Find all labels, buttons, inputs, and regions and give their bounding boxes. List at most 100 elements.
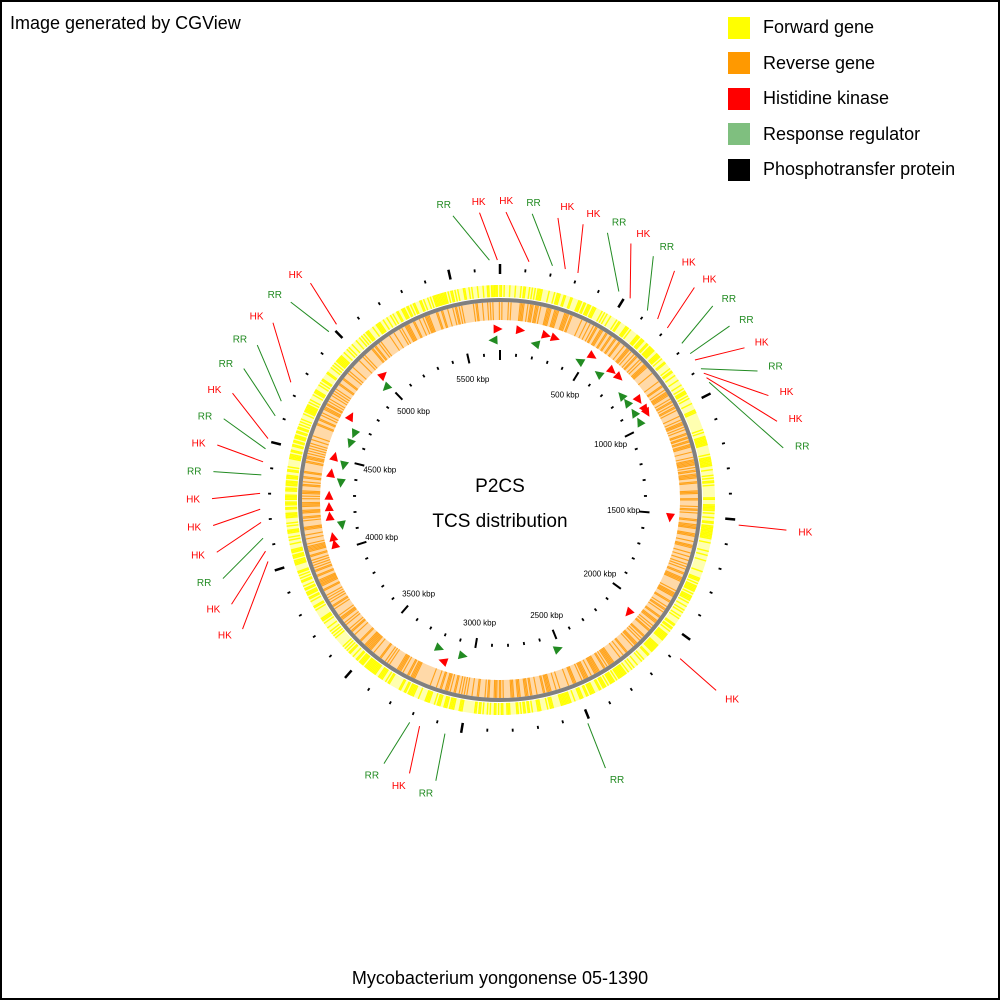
scale-tick — [624, 431, 635, 438]
reverse-gene-mark — [620, 632, 634, 647]
reverse-gene-mark — [521, 303, 525, 322]
legend-swatch — [728, 123, 750, 146]
outer-tick — [377, 301, 381, 306]
reverse-gene-mark — [630, 364, 645, 378]
callout-line — [212, 508, 261, 527]
reverse-gene-mark — [622, 631, 636, 646]
forward-gene-mark — [313, 601, 325, 609]
reverse-gene-mark — [549, 309, 556, 328]
forward-gene-mark — [375, 324, 384, 335]
forward-gene-mark — [384, 671, 393, 683]
reverse-gene-mark — [370, 636, 383, 651]
reverse-gene-mark — [316, 567, 334, 576]
forward-gene-mark — [672, 605, 684, 614]
forward-gene-mark — [365, 331, 374, 342]
outer-tick — [320, 351, 324, 356]
forward-gene-mark — [685, 411, 697, 418]
reverse-gene-mark — [679, 491, 698, 494]
forward-gene-mark — [644, 641, 654, 652]
reverse-gene-mark — [461, 676, 466, 695]
forward-gene-mark — [459, 699, 464, 712]
forward-gene-mark — [661, 621, 673, 630]
reverse-gene-mark — [658, 585, 675, 595]
reverse-gene-mark — [658, 584, 676, 594]
forward-gene-mark — [289, 456, 302, 461]
reverse-gene-mark — [425, 315, 434, 334]
forward-gene-mark — [514, 285, 517, 298]
forward-gene-mark — [336, 359, 347, 369]
forward-gene-mark — [645, 640, 655, 651]
reverse-gene-mark — [303, 477, 322, 481]
forward-gene-mark — [359, 653, 369, 664]
outer-tick — [725, 517, 736, 521]
reverse-gene-mark — [550, 309, 557, 328]
reverse-gene-mark — [312, 556, 330, 564]
reverse-gene-mark — [529, 304, 534, 323]
forward-gene-mark — [538, 699, 542, 712]
reverse-gene-mark — [369, 635, 383, 650]
forward-gene-mark — [548, 696, 553, 709]
callout-line — [703, 372, 769, 397]
reverse-gene-mark — [614, 638, 627, 653]
reverse-gene-mark — [677, 469, 696, 474]
callout-line — [211, 492, 261, 500]
hk-marker — [493, 324, 503, 334]
reverse-gene-mark — [679, 482, 698, 486]
forward-gene-mark — [620, 327, 630, 338]
legend-label: Reverse gene — [763, 52, 876, 73]
forward-gene-mark — [519, 701, 522, 715]
reverse-gene-mark — [630, 623, 644, 637]
forward-gene-mark — [633, 338, 643, 348]
forward-gene-mark — [355, 650, 365, 661]
forward-gene-mark — [605, 672, 613, 684]
forward-gene-mark — [671, 384, 682, 392]
legend-swatch — [728, 16, 750, 39]
callout-line — [694, 347, 745, 361]
reverse-gene-mark — [628, 361, 643, 375]
reverse-gene-mark — [650, 391, 667, 403]
rr-marker — [340, 460, 350, 471]
callout-line — [577, 224, 584, 274]
reverse-gene-mark — [349, 370, 364, 384]
reverse-gene-mark — [386, 647, 399, 664]
reverse-gene-mark — [341, 607, 357, 619]
reverse-gene-mark — [352, 366, 367, 380]
scale-label: 500 kbp — [551, 390, 580, 399]
forward-gene-mark — [699, 534, 712, 539]
callout-label: RR — [739, 315, 753, 326]
forward-gene-mark — [700, 528, 713, 532]
forward-gene-mark — [332, 364, 343, 374]
outer-tick — [718, 567, 722, 571]
legend: Forward gene Reverse gene Histidine kina… — [728, 10, 955, 188]
tcs-marker-track — [324, 324, 676, 667]
reverse-gene-mark — [586, 657, 597, 674]
reverse-gene-mark — [679, 490, 698, 493]
forward-gene-mark — [352, 647, 362, 658]
reverse-gene-mark — [558, 312, 566, 331]
forward-gene-mark — [699, 461, 712, 466]
reverse-gene-mark — [659, 407, 676, 417]
forward-gene-mark — [694, 436, 706, 442]
scale-tick — [605, 596, 609, 601]
callout-label: RR — [437, 200, 451, 211]
reverse-gene-mark — [454, 675, 460, 693]
reverse-gene-mark — [527, 677, 532, 696]
forward-gene-mark — [643, 347, 653, 358]
reverse-gene-mark — [527, 304, 532, 323]
reverse-gene-mark — [332, 596, 349, 608]
forward-gene-mark — [291, 445, 304, 450]
scale-tick — [567, 626, 571, 630]
reverse-gene-mark — [487, 679, 490, 698]
outer-tick — [639, 316, 644, 320]
forward-gene-mark — [580, 302, 587, 315]
scale-label: 4000 kbp — [365, 533, 398, 542]
forward-gene-mark — [551, 291, 556, 304]
callout-label: HK — [725, 694, 739, 705]
forward-gene-mark — [620, 662, 630, 673]
reverse-gene-mark — [647, 386, 663, 398]
forward-gene-mark — [558, 693, 564, 706]
callout-line — [409, 726, 421, 774]
callout-line — [256, 344, 282, 402]
reverse-gene-mark — [437, 311, 444, 330]
forward-gene-mark — [665, 617, 676, 626]
